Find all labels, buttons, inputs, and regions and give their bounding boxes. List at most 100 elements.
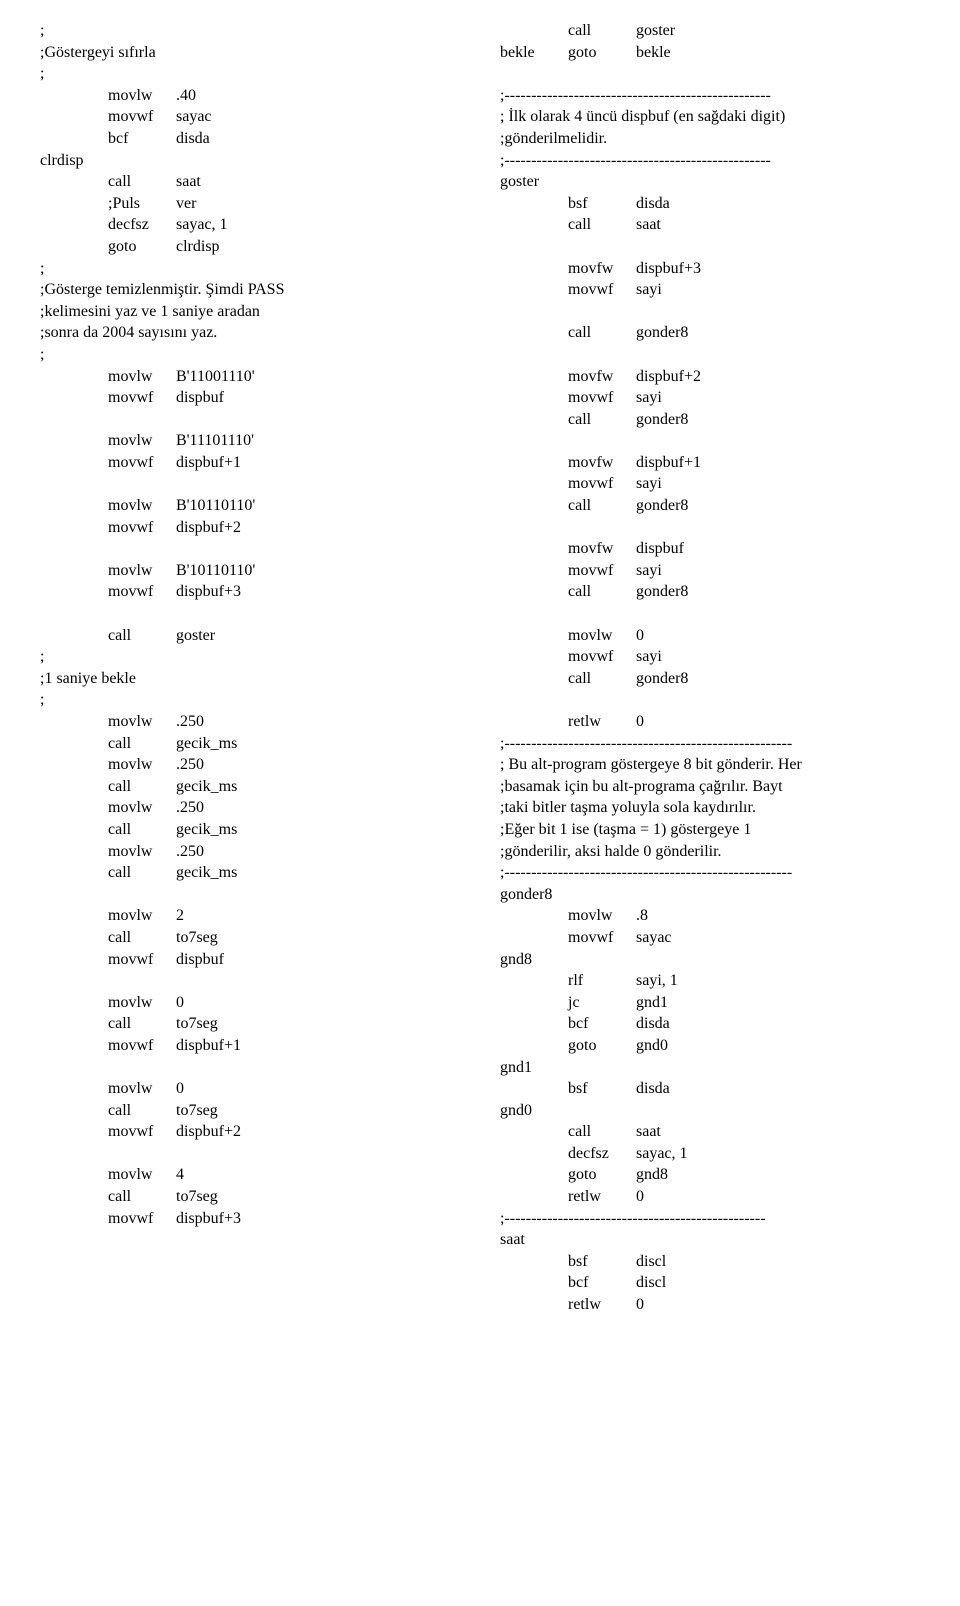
code-line [500,430,920,452]
code-line: ;kelimesini yaz ve 1 saniye aradan [40,301,460,323]
code-line: ;sonra da 2004 sayısını yaz. [40,322,460,344]
code-line: movlw.40 [40,85,460,107]
code-line: gotognd8 [500,1164,920,1186]
code-line: movlw.8 [500,905,920,927]
code-line: ;---------------------------------------… [500,862,920,884]
code-line [500,63,920,85]
code-line: movlw0 [500,625,920,647]
code-line: callgoster [500,20,920,42]
code-line: retlw0 [500,711,920,733]
code-line: movfwdispbuf+1 [500,452,920,474]
code-line: jcgnd1 [500,992,920,1014]
code-line [40,1143,460,1165]
code-line: callsaat [500,1121,920,1143]
code-line: bcfdisda [40,128,460,150]
code-line: bcfdisda [500,1013,920,1035]
code-line: callgonder8 [500,668,920,690]
code-line: ; [40,689,460,711]
code-line: ;Gösterge temizlenmiştir. Şimdi PASS [40,279,460,301]
code-line [40,1057,460,1079]
code-line: beklegotobekle [500,42,920,64]
code-line: bsfdiscl [500,1251,920,1273]
code-line: ;---------------------------------------… [500,1208,920,1230]
code-line: ;---------------------------------------… [500,150,920,172]
code-line: movwfsayac [40,106,460,128]
code-line: retlw0 [500,1294,920,1316]
code-line: movlwB'10110110' [40,495,460,517]
code-line: movlw0 [40,992,460,1014]
code-line: movwfsayi [500,473,920,495]
code-line: ;basamak için bu alt-programa çağrılır. … [500,776,920,798]
code-line: gnd1 [500,1057,920,1079]
code-line: clrdisp [40,150,460,172]
code-line [40,409,460,431]
code-line: movwfdispbuf+2 [40,517,460,539]
code-line: callto7seg [40,927,460,949]
code-line [500,344,920,366]
code-line: ;---------------------------------------… [500,85,920,107]
code-line [500,603,920,625]
code-line: ;---------------------------------------… [500,733,920,755]
code-line: movlw2 [40,905,460,927]
code-line [40,884,460,906]
code-line [500,236,920,258]
code-line: movwfsayac [500,927,920,949]
code-line: bcfdiscl [500,1272,920,1294]
code-line: movlwB'11001110' [40,366,460,388]
code-line [40,970,460,992]
code-line: movwfdispbuf+1 [40,452,460,474]
code-line: decfszsayac, 1 [40,214,460,236]
code-line: callto7seg [40,1186,460,1208]
code-line: ;Eğer bit 1 ise (taşma = 1) göstergeye 1 [500,819,920,841]
code-line: callto7seg [40,1100,460,1122]
code-line: ; Bu alt-program göstergeye 8 bit gönder… [500,754,920,776]
code-line: gotoclrdisp [40,236,460,258]
code-line: movwfdispbuf+3 [40,1208,460,1230]
code-line: gnd8 [500,949,920,971]
code-line: ; İlk olarak 4 üncü dispbuf (en sağdaki … [500,106,920,128]
code-line: movfwdispbuf [500,538,920,560]
code-line: movlwB'11101110' [40,430,460,452]
code-line [40,538,460,560]
code-line: movlw.250 [40,711,460,733]
code-line: ;gönderilir, aksi halde 0 gönderilir. [500,841,920,863]
code-line: ; [40,20,460,42]
code-line: ; [40,258,460,280]
code-line [40,603,460,625]
code-line: gotognd0 [500,1035,920,1057]
code-line: decfszsayac, 1 [500,1143,920,1165]
code-line: movwfdispbuf [40,949,460,971]
code-line: movwfsayi [500,387,920,409]
code-line: goster [500,171,920,193]
code-line: movlw0 [40,1078,460,1100]
code-line: ;Göstergeyi sıfırla [40,42,460,64]
code-line: movwfsayi [500,646,920,668]
code-line [40,473,460,495]
code-line: movwfdispbuf+2 [40,1121,460,1143]
code-line: ; [40,344,460,366]
code-line: saat [500,1229,920,1251]
code-line: callgonder8 [500,495,920,517]
code-line: callsaat [40,171,460,193]
code-line: movwfdispbuf+3 [40,581,460,603]
code-line: movlw4 [40,1164,460,1186]
code-line: movwfdispbuf+1 [40,1035,460,1057]
code-line: ;gönderilmelidir. [500,128,920,150]
code-line [500,301,920,323]
code-line: retlw0 [500,1186,920,1208]
code-line: movlw.250 [40,841,460,863]
code-line: movlw.250 [40,754,460,776]
code-line: movlw.250 [40,797,460,819]
code-line: callgecik_ms [40,862,460,884]
page: ;;Göstergeyi sıfırla;movlw.40movwfsayacb… [0,0,960,1336]
code-line: callgecik_ms [40,819,460,841]
code-line: rlfsayi, 1 [500,970,920,992]
code-line: gonder8 [500,884,920,906]
right-column: callgosterbeklegotobekle ;--------------… [500,20,920,1316]
code-line: ; [40,63,460,85]
code-line: movwfsayi [500,560,920,582]
code-line: movfwdispbuf+2 [500,366,920,388]
code-line: callgecik_ms [40,776,460,798]
code-line: gnd0 [500,1100,920,1122]
code-line: ;1 saniye bekle [40,668,460,690]
